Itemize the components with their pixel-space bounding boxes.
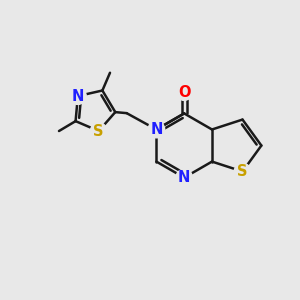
Text: S: S: [94, 124, 104, 139]
Text: S: S: [237, 164, 248, 179]
Text: N: N: [178, 170, 190, 185]
Text: N: N: [150, 122, 163, 137]
Text: N: N: [72, 88, 84, 104]
Circle shape: [176, 169, 193, 186]
Text: O: O: [178, 85, 190, 100]
Circle shape: [148, 121, 165, 138]
Circle shape: [176, 84, 193, 100]
Circle shape: [234, 163, 251, 180]
Circle shape: [90, 123, 107, 140]
Circle shape: [70, 88, 86, 104]
